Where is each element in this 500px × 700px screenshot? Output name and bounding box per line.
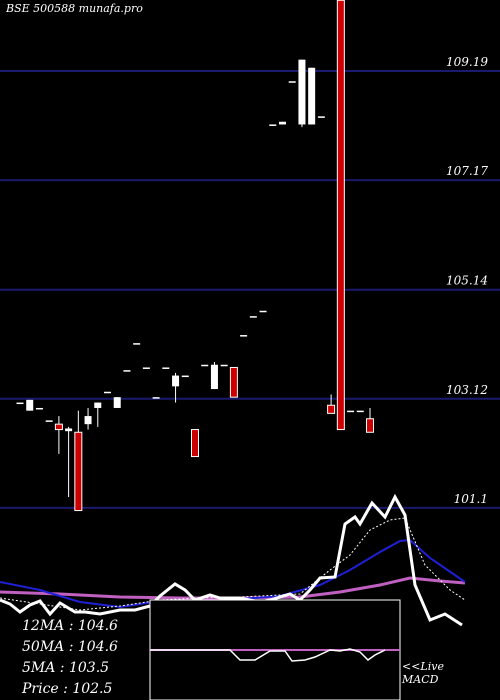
candle-12 [133, 343, 141, 345]
y-tick-label-1: 107.17 [446, 164, 488, 178]
candle-3 [45, 420, 53, 422]
price-gridlines [0, 70, 500, 509]
candle-23 [240, 335, 248, 337]
candle-29 [298, 59, 306, 128]
candle-body-3 [45, 420, 53, 422]
candle-19 [201, 364, 209, 367]
candle-36 [366, 407, 374, 433]
candle-body-12 [133, 343, 141, 345]
stat-price: Price : 102.5 [21, 681, 113, 697]
candle-28 [288, 81, 296, 83]
candle-body-17 [181, 375, 189, 378]
candle-20 [210, 362, 218, 390]
candle-14 [152, 397, 160, 399]
candle-body-26 [269, 124, 277, 126]
candle-body-0 [16, 402, 24, 405]
candle-body-20 [210, 364, 218, 390]
candle-18 [191, 429, 199, 458]
candle-9 [104, 391, 111, 394]
candlesticks [16, 0, 374, 512]
candle-body-36 [366, 418, 374, 433]
stat-50ma: 50MA : 104.6 [22, 639, 118, 655]
candle-11 [123, 370, 131, 372]
candle-15 [162, 367, 170, 369]
candle-body-8 [94, 402, 102, 408]
candle-body-11 [123, 370, 131, 372]
candle-body-9 [104, 391, 111, 394]
candle-body-31 [317, 116, 325, 118]
candle-24 [249, 316, 257, 318]
candle-31 [317, 116, 325, 118]
candle-22 [229, 366, 238, 398]
candle-4 [54, 416, 63, 454]
candle-21 [220, 364, 228, 367]
candle-10 [113, 397, 121, 408]
candle-body-34 [347, 410, 355, 413]
candle-26 [269, 124, 277, 126]
candle-body-29 [298, 59, 306, 125]
y-tick-label-3: 103.12 [446, 383, 488, 397]
chart-title: BSE 500588 munafa.pro [5, 2, 143, 15]
candle-body-18 [191, 429, 199, 458]
candle-body-30 [308, 67, 316, 125]
stats-panel: 12MA : 104.6 50MA : 104.6 5MA : 103.5 Pr… [21, 618, 118, 697]
macd-label-live: <<Live [402, 660, 444, 673]
candle-17 [181, 375, 189, 378]
candle-27 [279, 121, 286, 125]
y-tick-label-4: 101.1 [454, 492, 488, 506]
macd-label-macd: MACD [401, 673, 439, 686]
candle-32 [327, 394, 336, 414]
price-tick-labels: 109.19 107.17 105.14 103.12 101.1 [446, 55, 488, 506]
macd-line [150, 648, 386, 662]
candle-16 [172, 372, 180, 403]
candle-body-10 [113, 397, 121, 408]
candle-25 [259, 310, 267, 313]
candle-1 [26, 399, 34, 411]
candle-body-5 [65, 428, 73, 432]
candle-body-35 [356, 410, 364, 413]
candle-35 [356, 410, 364, 413]
candle-body-15 [162, 367, 170, 369]
y-tick-label-2: 105.14 [446, 274, 488, 288]
candle-5 [65, 426, 73, 498]
candle-6 [74, 410, 83, 512]
candle-body-27 [279, 121, 286, 125]
candle-body-24 [249, 316, 257, 318]
moving-average-lines [0, 493, 466, 627]
candle-34 [347, 410, 355, 413]
macd-panel: <<Live MACD [149, 599, 444, 700]
candle-body-13 [142, 367, 150, 369]
candle-body-23 [240, 335, 248, 337]
candle-body-22 [229, 366, 238, 398]
ma-slow-line [0, 576, 466, 600]
candle-body-1 [26, 399, 34, 411]
ma-fast-line [0, 493, 463, 627]
candle-8 [94, 402, 102, 427]
candle-30 [308, 67, 316, 125]
candle-body-25 [259, 310, 267, 313]
y-tick-label-0: 109.19 [446, 55, 488, 69]
candle-body-6 [74, 431, 83, 512]
candle-body-4 [54, 423, 63, 431]
candle-body-32 [327, 404, 336, 414]
candle-body-14 [152, 397, 160, 399]
candle-body-28 [288, 81, 296, 83]
candle-body-21 [220, 364, 228, 367]
candle-body-33 [336, 0, 345, 431]
candle-2 [35, 407, 43, 410]
candle-body-19 [201, 364, 209, 367]
stat-5ma: 5MA : 103.5 [22, 660, 109, 676]
candle-7 [84, 407, 92, 430]
candle-body-16 [172, 375, 180, 387]
candle-33 [336, 0, 345, 431]
stat-12ma: 12MA : 104.6 [22, 618, 118, 634]
candle-body-7 [84, 416, 92, 425]
candle-0 [16, 402, 24, 405]
candle-13 [142, 367, 150, 369]
candle-body-2 [35, 407, 43, 410]
